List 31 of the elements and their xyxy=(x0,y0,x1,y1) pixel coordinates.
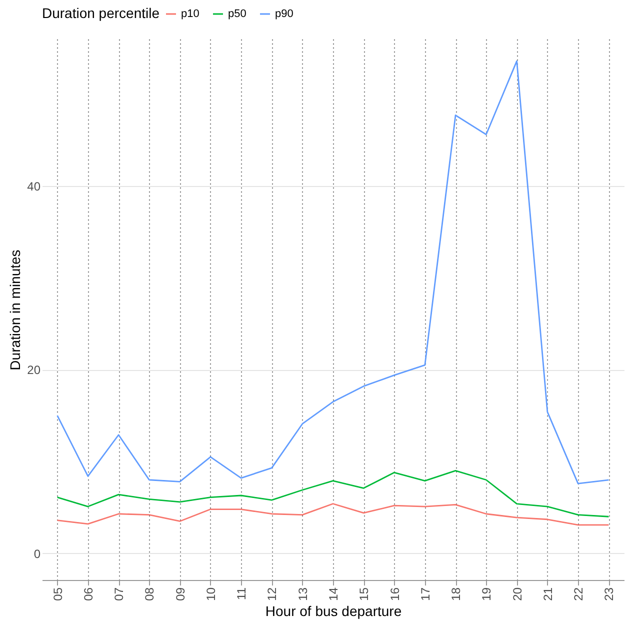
x-tick-label: 12 xyxy=(265,587,280,601)
x-tick-label: 06 xyxy=(81,587,96,601)
line-series xyxy=(56,60,610,484)
y-tick-label: 40 xyxy=(27,179,41,194)
x-tick-label: 20 xyxy=(510,587,524,601)
legend-label: p90 xyxy=(275,8,294,20)
x-tick-label: 18 xyxy=(449,587,464,601)
x-tick-label: 19 xyxy=(480,587,494,601)
x-tick-label: 15 xyxy=(357,587,372,601)
legend-label: p50 xyxy=(228,8,246,20)
y-tick-label: 0 xyxy=(34,546,41,561)
x-tick-label: 14 xyxy=(326,587,340,601)
x-tick-label: 09 xyxy=(173,587,188,601)
y-tick-label: 20 xyxy=(27,363,41,378)
x-axis-title: Hour of bus departure xyxy=(265,602,402,619)
x-tick-label: 22 xyxy=(572,587,586,601)
x-tick-label: 11 xyxy=(234,587,249,600)
x-tick-label: 17 xyxy=(418,587,432,601)
x-tick-label: 13 xyxy=(296,587,310,601)
x-tick-label: 08 xyxy=(142,587,157,601)
x-tick-label: 21 xyxy=(540,587,555,601)
legend-label: p10 xyxy=(181,8,200,20)
x-tick-label: 05 xyxy=(50,587,65,601)
line-series xyxy=(56,503,610,526)
legend-title: Duration percentile xyxy=(42,5,160,21)
line-series xyxy=(56,470,610,518)
x-tick-label: 10 xyxy=(204,587,218,601)
x-tick-label: 23 xyxy=(602,587,616,601)
x-tick-label: 07 xyxy=(112,587,126,601)
y-axis-title: Duration in minutes xyxy=(7,250,24,370)
x-tick-label: 16 xyxy=(388,587,402,601)
